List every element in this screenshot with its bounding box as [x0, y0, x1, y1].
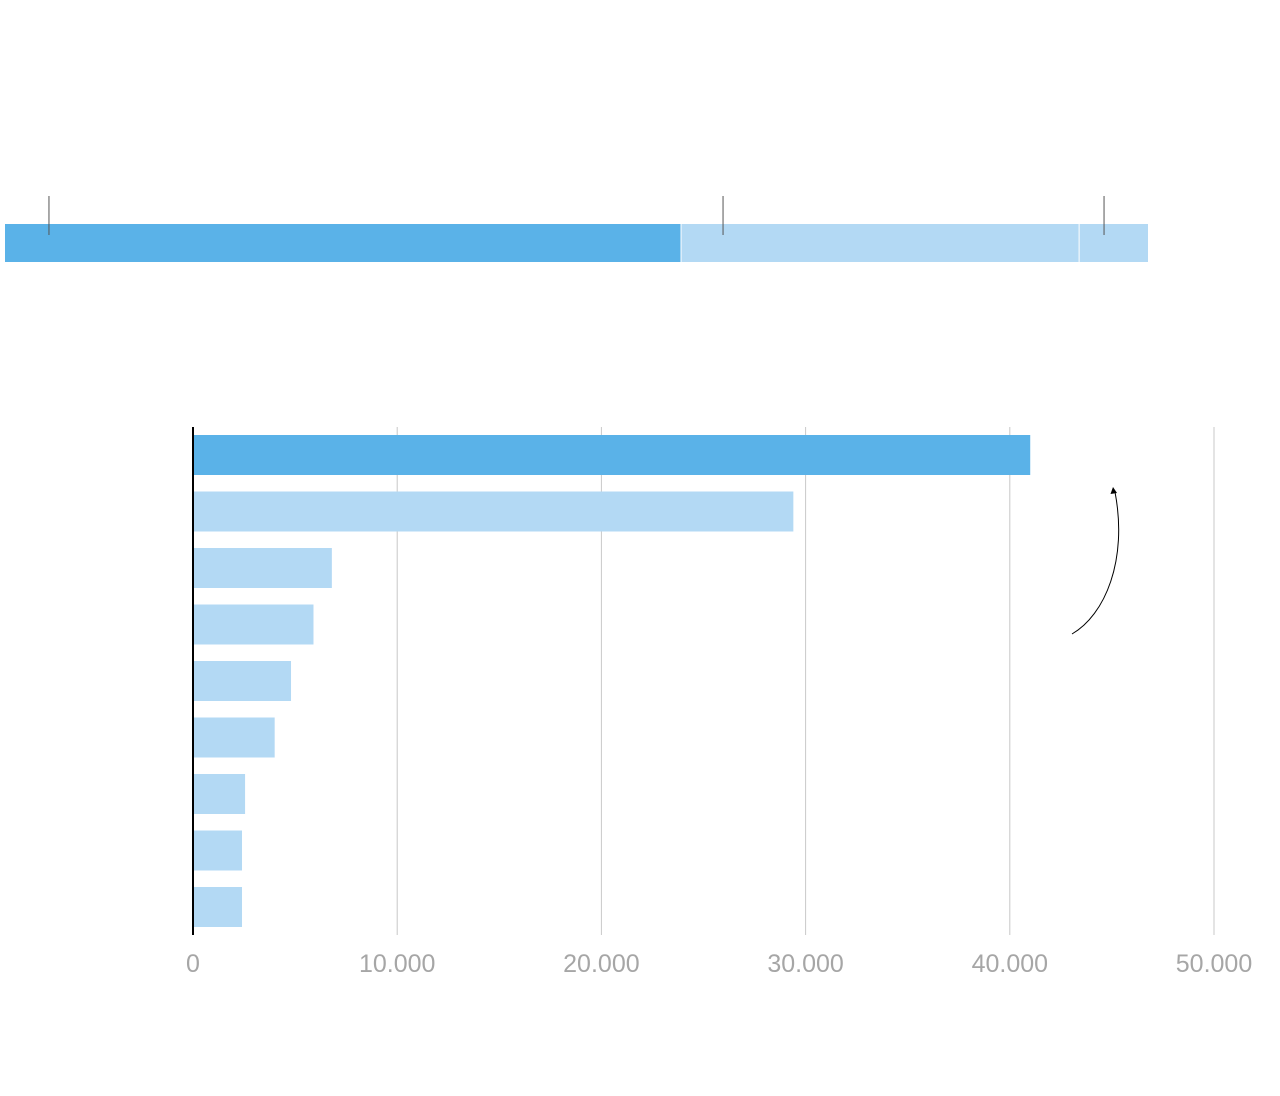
x-tick-label-1: 10.000	[359, 950, 435, 978]
stack-segment-1	[5, 224, 681, 262]
x-tick-label-5: 50.000	[1176, 950, 1252, 978]
annotation-arrow-line	[1071, 491, 1120, 635]
bar-series	[193, 435, 1031, 927]
x-tick-label-0: 0	[186, 950, 200, 978]
bar-2	[193, 491, 794, 532]
x-tick-label-2: 20.000	[563, 950, 639, 978]
x-tick-label-3: 30.000	[767, 950, 843, 978]
annotation-arrow	[1071, 487, 1120, 635]
x-tick-label-4: 40.000	[972, 950, 1048, 978]
bar-6	[193, 717, 275, 758]
annotation-arrow-head	[1110, 487, 1117, 494]
stack-segment-3	[1079, 224, 1148, 262]
bar-9	[193, 887, 243, 927]
x-axis-tick-labels: 0 10.000 20.000 30.000 40.000 50.000	[186, 950, 1252, 978]
bar-7	[193, 774, 246, 814]
bar-4	[193, 604, 314, 645]
stacked-total-bar	[5, 196, 1148, 262]
bar-3	[193, 548, 332, 588]
stack-segment-2	[681, 224, 1079, 262]
bar-5	[193, 661, 292, 701]
bar-8	[193, 830, 243, 871]
bar-1	[193, 435, 1031, 475]
